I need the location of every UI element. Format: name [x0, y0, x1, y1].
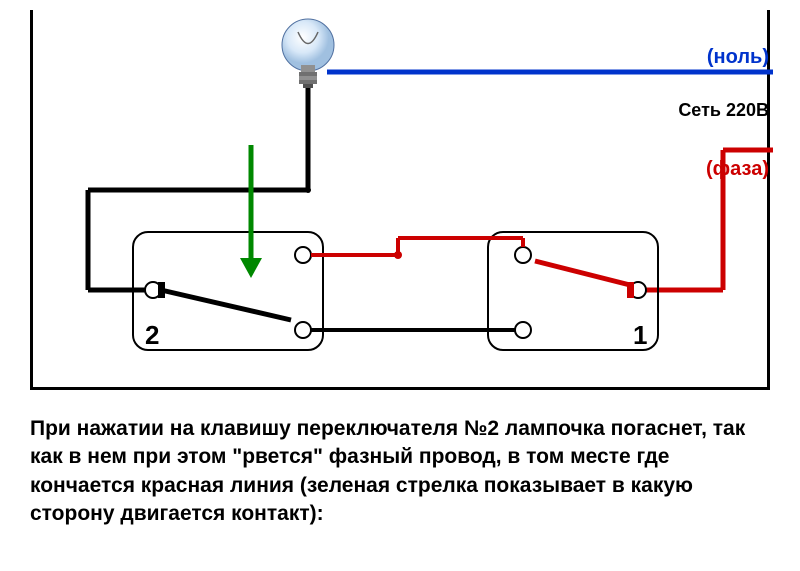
switch-2-arm	[161, 290, 291, 320]
load-wire	[88, 88, 308, 290]
neutral-label: (ноль)	[707, 46, 769, 69]
circuit-svg	[33, 10, 773, 390]
lightbulb-icon	[282, 19, 334, 88]
direction-arrow	[240, 145, 262, 278]
switch-2-label: 2	[145, 320, 159, 351]
voltage-label: Сеть 220В	[678, 100, 769, 121]
traveler-wire-top	[311, 238, 523, 255]
phase-label: (фаза)	[706, 158, 769, 181]
switch-1-arm	[535, 261, 630, 285]
circuit-diagram: (ноль) Сеть 220В (фаза) 2 1	[30, 10, 770, 390]
switch-1-label: 1	[633, 320, 647, 351]
caption-text: При нажатии на клавишу переключателя №2 …	[30, 415, 770, 528]
